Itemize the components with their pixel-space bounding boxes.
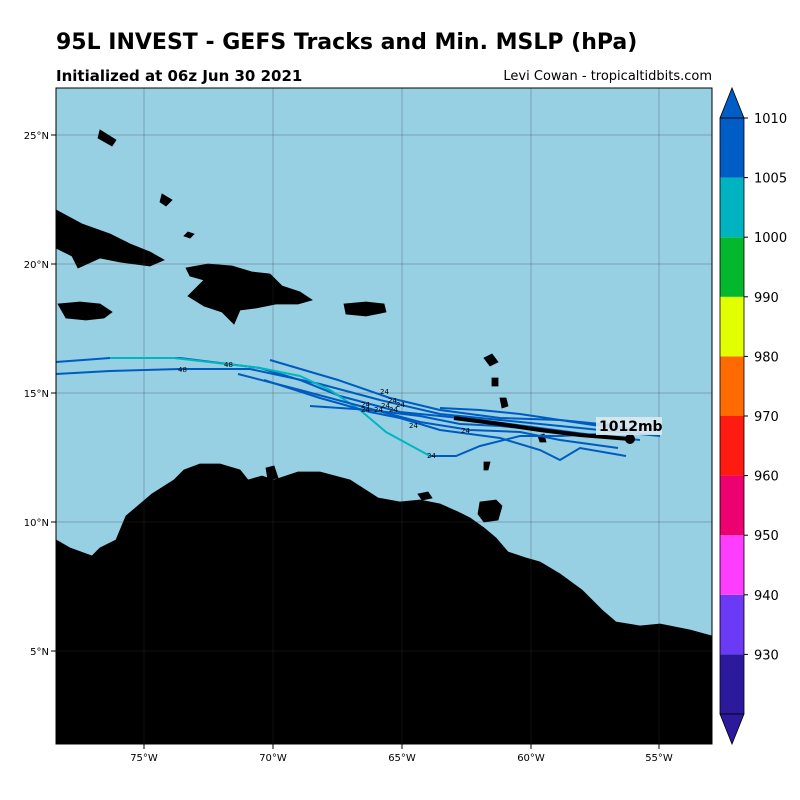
colorbar-band [720, 475, 744, 536]
pressure-colorbar: 1010 1005 1000 990 980 970 960 950 940 930 [719, 86, 787, 746]
hour-label: 24 [374, 406, 383, 414]
ensemble-track [269, 359, 641, 431]
colorbar-band [720, 118, 744, 178]
turks [183, 231, 195, 239]
init-time-subtitle: Initialized at 06z Jun 30 2021 [56, 67, 303, 85]
colorbar-tick-label: 930 [754, 648, 779, 663]
colorbar-tick-label: 990 [754, 291, 779, 306]
latitude-tick-label: 20°N [24, 260, 49, 271]
latitude-tick-label: 15°N [24, 389, 49, 400]
colorbar-band [720, 594, 744, 655]
hour-label: 48 [178, 366, 187, 374]
hour-label: 24 [427, 452, 436, 460]
ensemble-track [237, 373, 619, 449]
colorbar-band [720, 654, 744, 714]
hour-label: 24 [380, 388, 389, 396]
colorbar-band [720, 416, 744, 476]
hour-label: 24 [361, 401, 370, 409]
colorbar-tick-label: 940 [754, 589, 779, 604]
bahamas-1 [97, 129, 117, 147]
puerto-rico [343, 301, 387, 317]
colorbar-tick-label: 970 [754, 410, 779, 425]
author-credit: Levi Cowan - tropicaltidbits.com [503, 69, 712, 84]
mean-track-label-box [596, 417, 662, 435]
hour-label: 24 [388, 397, 397, 405]
ensemble-track [263, 379, 627, 462]
hour-label: 24 [389, 406, 398, 414]
ensemble-track [110, 357, 431, 457]
land-masses [56, 129, 712, 744]
colorbar-tick-label: 1000 [754, 231, 787, 246]
colorbar-tick-label: 1010 [754, 112, 787, 127]
longitude-tick-label: 75°W [130, 753, 158, 764]
hispaniola [185, 263, 313, 325]
jamaica [57, 301, 113, 321]
hour-label: 48 [224, 361, 233, 369]
margarita [417, 491, 433, 501]
ensemble-tracks [56, 357, 661, 462]
hour-label: 72 [32, 366, 41, 374]
map-gridlines [56, 88, 712, 744]
ensemble-track [56, 368, 661, 437]
cuba [56, 209, 165, 269]
chart-title: 95L INVEST - GEFS Tracks and Min. MSLP (… [56, 30, 638, 55]
colorbar-band [720, 177, 744, 238]
colorbar-band [720, 535, 744, 595]
longitude-tick-label: 70°W [259, 753, 287, 764]
grenada [483, 461, 491, 471]
latitude-tick-label: 25°N [24, 131, 49, 142]
hour-label: 24 [361, 406, 370, 414]
mean-track-current-position [625, 434, 635, 444]
map-panel: 1012mb 72 48 48 24 24 24 24 24 24 24 24 … [32, 88, 712, 744]
colorbar-band [720, 237, 744, 297]
colorbar-tick-label: 960 [754, 470, 779, 485]
colorbar-band [720, 296, 744, 357]
longitude-tick-label: 65°W [388, 753, 416, 764]
map-frame [55, 87, 713, 745]
longitude-axis: 75°W 70°W 65°W 60°W 55°W [130, 744, 673, 764]
latitude-tick-label: 5°N [30, 647, 49, 658]
latitude-tick-label: 10°N [24, 518, 49, 529]
trinidad [477, 499, 503, 523]
colorbar-tick-label: 980 [754, 350, 779, 365]
hour-label: 24 [396, 401, 405, 409]
st-lucia [499, 397, 509, 409]
martinique [491, 377, 499, 387]
hour-label: 24 [409, 422, 418, 430]
mean-track [453, 416, 631, 441]
colorbar-tick-label: 1005 [754, 172, 787, 187]
south-america [56, 463, 712, 744]
longitude-tick-label: 55°W [645, 753, 673, 764]
aruba [265, 465, 279, 481]
hour-label: 24 [381, 402, 390, 410]
colorbar-tick-label: 950 [754, 529, 779, 544]
ensemble-track [430, 433, 601, 457]
colorbar-band [720, 356, 744, 416]
bahamas-2 [159, 193, 173, 207]
colorbar-max-extension [719, 86, 745, 119]
hour-label: 24 [461, 427, 470, 435]
colorbar-min-extension [719, 713, 745, 746]
mean-track-label: 1012mb [599, 419, 663, 435]
guadeloupe [483, 353, 499, 367]
latitude-axis: 25°N 20°N 15°N 10°N 5°N [24, 131, 56, 658]
longitude-tick-label: 60°W [517, 753, 545, 764]
